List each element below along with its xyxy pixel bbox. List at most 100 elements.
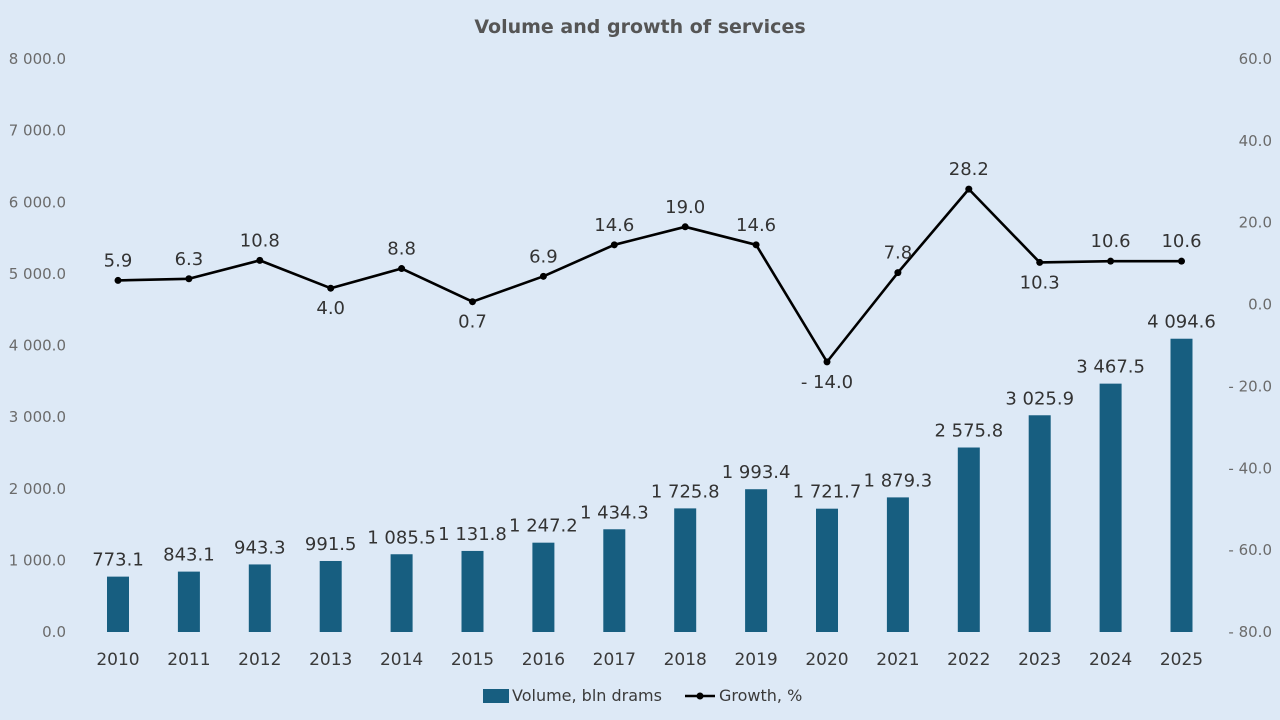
growth-point (823, 358, 831, 366)
left-tick-label: 1 000.0 (9, 551, 66, 569)
volume-bar (390, 554, 413, 632)
right-tick-label: 0.0 (1248, 296, 1272, 314)
growth-point-label: 0.7 (458, 312, 487, 333)
left-tick-label: 8 000.0 (9, 50, 66, 68)
growth-point (539, 272, 547, 280)
x-tick-label: 2018 (664, 650, 707, 670)
x-tick-label: 2023 (1018, 650, 1061, 670)
volume-bar (248, 564, 271, 632)
x-tick-label: 2019 (734, 650, 777, 670)
volume-bar (745, 489, 768, 632)
volume-bar-label: 4 094.6 (1147, 312, 1216, 333)
volume-bar (1099, 383, 1122, 632)
volume-bar-label: 3 025.9 (1005, 388, 1074, 409)
bars (107, 338, 1193, 632)
growth-point-label: 5.9 (104, 250, 133, 271)
volume-bar-label: 1 725.8 (651, 481, 720, 502)
bar-labels: 773.1 843.1 943.3 991.5 1 085.5 1 131.8 1 247.… (92, 312, 1216, 571)
volume-bar (107, 576, 129, 632)
legend: Volume, bln drams Growth, % (483, 686, 802, 705)
right-tick-label: 20.0 (1239, 214, 1272, 232)
x-tick-label: 2024 (1089, 650, 1132, 670)
x-tick-label: 2021 (876, 650, 919, 670)
volume-bar-label: 773.1 (92, 550, 144, 571)
right-tick-label: - 20.0 (1228, 377, 1272, 395)
left-tick-label: 5 000.0 (9, 265, 66, 283)
growth-point-label: 14.6 (594, 215, 634, 236)
growth-point (1178, 257, 1185, 265)
growth-point-label: 6.9 (529, 246, 558, 267)
legend-volume-swatch (483, 689, 509, 703)
volume-bar-label: 991.5 (305, 534, 357, 555)
growth-point (256, 256, 264, 264)
growth-point-label: 28.2 (949, 159, 989, 180)
growth-point (398, 265, 406, 273)
growth-point-label: 10.6 (1091, 231, 1131, 252)
volume-bar-label: 1 247.2 (509, 516, 578, 537)
growth-point-label: 19.0 (665, 197, 705, 218)
growth-point-label: 6.3 (175, 249, 204, 270)
right-tick-label: 40.0 (1239, 132, 1272, 150)
left-tick-label: 7 000.0 (9, 122, 66, 140)
volume-bar-label: 3 467.5 (1076, 357, 1145, 378)
growth-point-label: 4.0 (316, 298, 345, 319)
x-tick-label: 2014 (380, 650, 423, 670)
volume-bar (532, 542, 555, 632)
legend-volume-label: Volume, bln drams (512, 686, 662, 705)
growth-line-series (114, 185, 1185, 366)
growth-point (1107, 257, 1115, 265)
volume-bar (886, 497, 909, 632)
growth-point (965, 185, 973, 193)
chart-title: Volume and growth of services (474, 16, 805, 38)
right-tick-label: - 80.0 (1228, 623, 1272, 641)
left-tick-label: 6 000.0 (9, 193, 66, 211)
legend-growth-marker (696, 692, 704, 700)
growth-point-label: 8.8 (387, 239, 416, 260)
x-tick-label: 2015 (451, 650, 494, 670)
x-tick-label: 2017 (593, 650, 636, 670)
volume-bar (1170, 338, 1193, 632)
right-tick-label: - 60.0 (1228, 541, 1272, 559)
volume-bar (319, 560, 342, 632)
growth-point-label: 14.6 (736, 215, 776, 236)
right-tick-label: - 40.0 (1228, 459, 1272, 477)
volume-bar (1028, 415, 1051, 632)
volume-bar-label: 1 131.8 (438, 524, 507, 545)
volume-bar-label: 1 993.4 (722, 462, 791, 483)
left-tick-label: 4 000.0 (9, 337, 66, 355)
left-tick-label: 3 000.0 (9, 408, 66, 426)
x-tick-label: 2012 (238, 650, 281, 670)
legend-growth-label: Growth, % (719, 686, 802, 705)
x-tick-label: 2013 (309, 650, 352, 670)
volume-bar (461, 550, 484, 632)
volume-bar (177, 571, 200, 632)
left-tick-label: 2 000.0 (9, 480, 66, 498)
point-labels: 5.9 6.3 10.8 4.0 8.8 0.7 6.9 14.6 19.0 14.6 - 14.0… (104, 159, 1202, 393)
growth-point-label: 10.8 (240, 230, 280, 251)
growth-point (469, 298, 476, 306)
volume-bar (674, 508, 697, 632)
growth-point (681, 223, 689, 231)
growth-point-label: 7.8 (884, 243, 913, 264)
right-axis: - 80.0 - 60.0 - 40.0 - 20.0 0.0 20.0 40.0 60.0 (1228, 50, 1272, 641)
growth-point-label: 10.3 (1020, 272, 1060, 293)
left-tick-label: 0.0 (42, 623, 66, 641)
growth-point-label: - 14.0 (801, 372, 853, 393)
volume-bar-label: 943.3 (234, 537, 286, 558)
x-axis: 2010 2011 2012 2013 2014 2015 2016 2017 2018 2019… (96, 650, 1203, 670)
x-tick-label: 2016 (522, 650, 565, 670)
volume-bar-label: 2 575.8 (934, 421, 1003, 442)
x-tick-label: 2011 (167, 650, 210, 670)
growth-point (1036, 258, 1044, 266)
growth-point (752, 241, 760, 249)
growth-point (610, 241, 618, 249)
growth-point (114, 276, 122, 284)
x-tick-label: 2010 (96, 650, 139, 670)
volume-bar-label: 843.1 (163, 545, 215, 566)
volume-bar (816, 508, 838, 632)
left-axis: 0.0 1 000.0 2 000.0 3 000.0 4 000.0 5 000.0 6 … (9, 50, 66, 641)
growth-point (894, 269, 902, 277)
volume-bar-label: 1 879.3 (864, 470, 933, 491)
volume-bar (957, 447, 980, 632)
